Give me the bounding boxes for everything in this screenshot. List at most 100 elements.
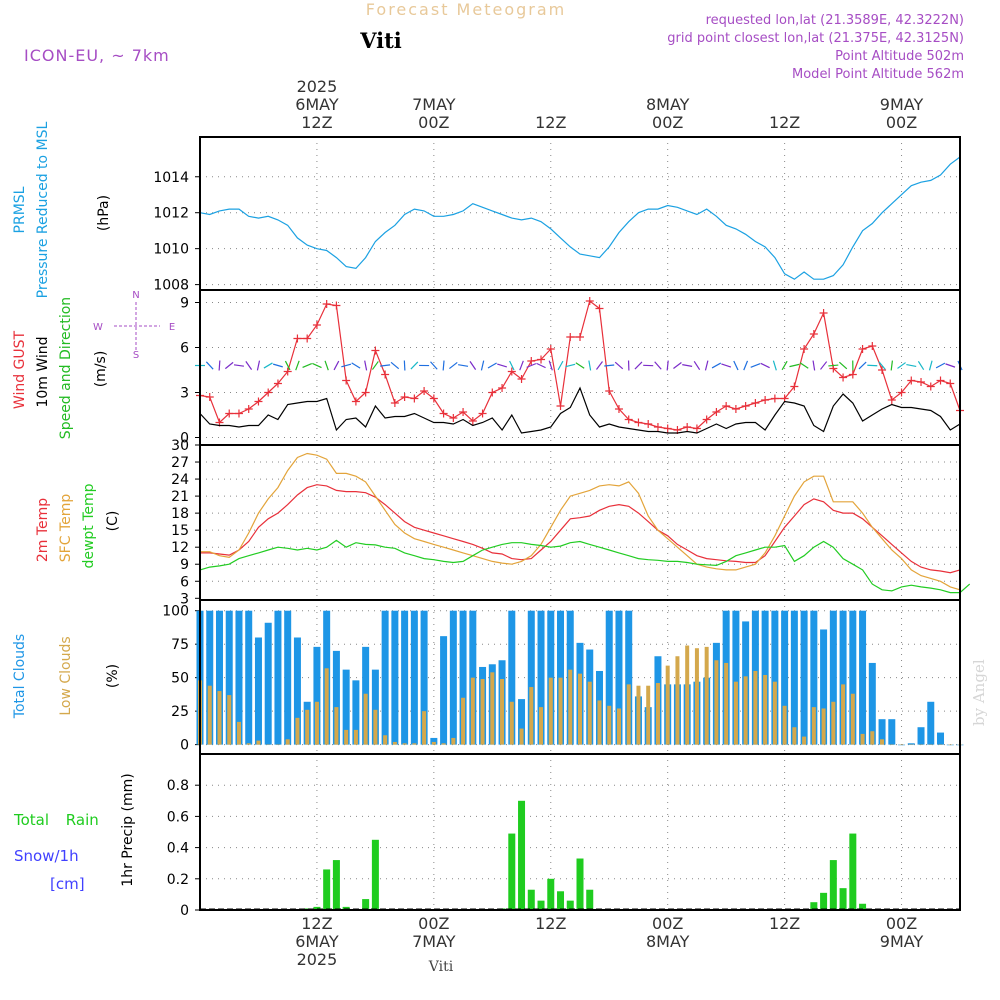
low-cloud-bar [636,685,641,745]
gust-point [420,387,429,395]
total-cloud-bar [274,610,282,745]
total-cloud-bar [449,610,457,745]
gust-point [605,387,614,395]
wind-direction-arrow [614,361,624,370]
wind-direction-arrow [430,361,438,370]
bottom-tick-label: 8MAY [646,932,690,951]
gust-point [410,394,419,403]
total-cloud-bar [829,610,837,745]
wind-direction-arrow [812,360,816,371]
wind-direction-arrow [654,361,662,370]
wind-direction-arrow [371,361,379,370]
gust-point [663,424,672,433]
location-title: Viti [359,28,402,53]
low-cloud-bar [597,700,602,745]
requested-coords: requested lon,lat (21.3589E, 42.3222N) [706,13,964,28]
gust-point [459,408,468,416]
gust-point [322,300,331,308]
y-tick-label: 0 [180,903,189,919]
y-tick-label: 1010 [153,242,189,258]
total-cloud-bar [868,662,876,745]
total-cloud-bar [264,622,272,745]
y-tick-label: 50 [171,671,189,687]
rain-bar [829,860,837,910]
rain-bar [859,903,867,910]
low-cloud-bar [353,729,358,745]
rain-bar [839,888,847,910]
low-cloud-bar [568,669,573,745]
bottom-tick-label: 00Z [652,914,683,933]
rain-bar [810,902,818,910]
wind-direction-arrow [272,363,283,368]
label-ms: (m/s) [93,351,109,388]
low-cloud-bar [363,693,368,745]
gust-point [585,297,594,305]
rain-bar [323,869,331,910]
wind-direction-arrow [673,362,682,369]
low-cloud-bar [285,739,290,745]
y-tick-label: 30 [171,438,189,454]
gust-point [400,393,409,401]
wind-direction-arrow [302,362,313,369]
y-tick-label: 0.4 [167,841,189,857]
panel-4: 0 25 50 75 100 [162,599,964,755]
y-tick-label: 3 [180,591,189,607]
y-tick-label: 0.8 [167,778,189,794]
y-tick-label: 9 [180,557,189,573]
low-cloud-bar [314,701,319,745]
top-tick-label: 6MAY [295,95,339,114]
label-1hr-precip: 1hr Precip (mm) [120,773,136,886]
wind-direction-arrow [565,363,576,368]
wind-direction-arrow [218,360,221,371]
label-cm: [cm] [50,875,85,893]
total-cloud-bar [771,610,779,745]
top-tick-label: 00Z [652,113,683,132]
model-label: ICON-EU, ~ 7km [24,46,170,65]
total-cloud-bar [459,610,467,745]
low-cloud-bar [402,743,407,745]
wind-direction-arrow [341,363,352,368]
gust-point [878,366,887,374]
wind-direction-arrow [906,363,917,368]
series-line-sfc-temp [200,452,961,591]
wind-direction-arrow [548,360,553,371]
wind-direction-arrow [333,360,340,371]
low-cloud-bar [733,681,738,745]
rain-bar [566,900,574,910]
total-cloud-bar [527,610,535,745]
low-cloud-bar [811,707,816,745]
gust-point [644,420,653,428]
gust-point [556,402,565,410]
label-percent: (%) [105,664,121,688]
wind-direction-arrow [497,363,508,368]
y-tick-label: 24 [171,472,189,488]
bottom-tick-label: 7MAY [412,932,456,951]
compass-s: S [133,350,139,361]
low-cloud-bar [753,670,758,745]
total-cloud-bar [878,719,886,745]
label-c: (C) [105,511,121,532]
wind-direction-arrow [781,360,788,371]
total-cloud-bar [410,610,418,745]
low-cloud-bar [295,717,300,745]
low-cloud-bar [772,681,777,745]
low-cloud-bar [490,672,495,745]
top-tick-label: 00Z [418,113,449,132]
total-cloud-bar [615,610,623,745]
rain-bar [849,833,857,910]
gust-point [614,405,623,413]
series-line-2m-temp [200,484,961,574]
rain-bar [371,839,379,910]
total-cloud-bar [401,610,409,745]
gust-point [751,399,760,407]
low-cloud-bar [324,668,329,745]
gust-point [868,342,877,350]
low-cloud-bar [655,683,660,745]
gust-point [926,382,935,391]
wind-direction-arrow [295,360,300,371]
total-cloud-bar [215,610,223,745]
credit-watermark: by Angel [970,659,988,726]
gust-point [332,301,341,310]
gust-point [897,388,906,397]
low-cloud-bar [714,660,719,745]
